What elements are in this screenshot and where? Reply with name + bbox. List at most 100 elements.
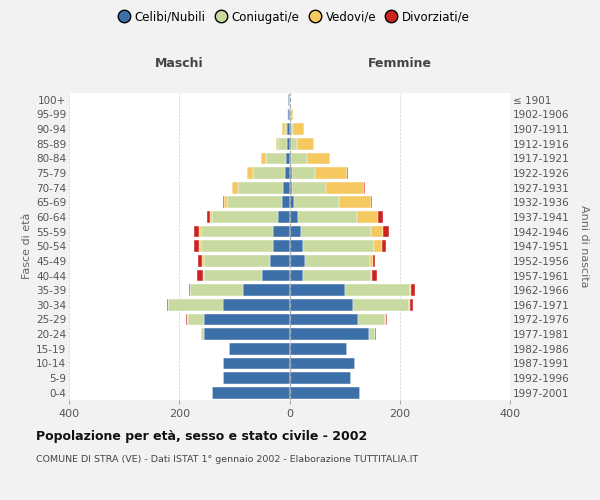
- Bar: [201, 226, 273, 237]
- Bar: [290, 182, 292, 194]
- Bar: [291, 152, 307, 164]
- Bar: [291, 138, 296, 149]
- Bar: [290, 372, 351, 384]
- Bar: [290, 123, 293, 135]
- Bar: [385, 314, 386, 326]
- Bar: [238, 182, 283, 194]
- Bar: [273, 226, 290, 237]
- Bar: [232, 182, 238, 194]
- Bar: [411, 284, 415, 296]
- Bar: [204, 314, 290, 326]
- Bar: [371, 226, 383, 237]
- Bar: [374, 240, 382, 252]
- Bar: [307, 152, 330, 164]
- Bar: [202, 255, 204, 267]
- Bar: [290, 387, 360, 398]
- Bar: [290, 343, 347, 354]
- Bar: [290, 299, 353, 310]
- Bar: [290, 270, 303, 281]
- Bar: [386, 314, 387, 326]
- Bar: [283, 182, 290, 194]
- Bar: [168, 299, 223, 310]
- Bar: [409, 299, 410, 310]
- Bar: [190, 284, 242, 296]
- Bar: [287, 108, 289, 120]
- Bar: [290, 211, 298, 223]
- Bar: [305, 255, 370, 267]
- Bar: [194, 226, 199, 237]
- Bar: [290, 284, 344, 296]
- Bar: [290, 152, 291, 164]
- Bar: [371, 270, 372, 281]
- Bar: [290, 358, 355, 369]
- Bar: [202, 328, 204, 340]
- Bar: [290, 255, 305, 267]
- Bar: [284, 123, 287, 135]
- Bar: [364, 182, 365, 194]
- Bar: [223, 372, 290, 384]
- Bar: [294, 196, 339, 208]
- Bar: [301, 226, 371, 237]
- Bar: [290, 138, 291, 149]
- Bar: [203, 270, 204, 281]
- Bar: [197, 270, 203, 281]
- Bar: [410, 299, 413, 310]
- Bar: [292, 167, 316, 179]
- Text: Femmine: Femmine: [368, 57, 432, 70]
- Bar: [290, 314, 358, 326]
- Bar: [223, 196, 224, 208]
- Bar: [290, 167, 292, 179]
- Bar: [290, 196, 294, 208]
- Bar: [199, 226, 202, 237]
- Bar: [347, 167, 349, 179]
- Bar: [198, 255, 202, 267]
- Bar: [253, 167, 285, 179]
- Bar: [316, 167, 347, 179]
- Bar: [373, 255, 376, 267]
- Bar: [194, 240, 199, 252]
- Bar: [276, 138, 278, 149]
- Bar: [242, 284, 290, 296]
- Bar: [282, 196, 290, 208]
- Bar: [270, 255, 290, 267]
- Bar: [292, 182, 326, 194]
- Bar: [371, 196, 372, 208]
- Text: Popolazione per età, sesso e stato civile - 2002: Popolazione per età, sesso e stato civil…: [36, 430, 367, 443]
- Text: COMUNE DI STRA (VE) - Dati ISTAT 1° gennaio 2002 - Elaborazione TUTTITALIA.IT: COMUNE DI STRA (VE) - Dati ISTAT 1° genn…: [36, 455, 418, 464]
- Bar: [339, 196, 371, 208]
- Bar: [293, 123, 304, 135]
- Bar: [199, 240, 202, 252]
- Bar: [207, 211, 209, 223]
- Bar: [223, 358, 290, 369]
- Bar: [344, 284, 410, 296]
- Bar: [204, 255, 270, 267]
- Bar: [410, 284, 411, 296]
- Bar: [303, 240, 374, 252]
- Bar: [283, 123, 284, 135]
- Bar: [204, 328, 290, 340]
- Bar: [353, 299, 409, 310]
- Text: Maschi: Maschi: [155, 57, 203, 70]
- Bar: [287, 123, 290, 135]
- Bar: [289, 94, 290, 106]
- Bar: [358, 211, 378, 223]
- Bar: [290, 226, 301, 237]
- Bar: [298, 211, 358, 223]
- Bar: [204, 270, 262, 281]
- Bar: [261, 152, 266, 164]
- Bar: [372, 270, 377, 281]
- Bar: [209, 211, 212, 223]
- Bar: [223, 299, 290, 310]
- Bar: [188, 284, 190, 296]
- Bar: [224, 196, 227, 208]
- Bar: [229, 343, 290, 354]
- Bar: [370, 255, 373, 267]
- Bar: [326, 182, 364, 194]
- Bar: [378, 211, 383, 223]
- Bar: [212, 387, 290, 398]
- Bar: [289, 108, 290, 120]
- Bar: [227, 196, 282, 208]
- Bar: [186, 314, 187, 326]
- Bar: [287, 138, 290, 149]
- Bar: [262, 270, 290, 281]
